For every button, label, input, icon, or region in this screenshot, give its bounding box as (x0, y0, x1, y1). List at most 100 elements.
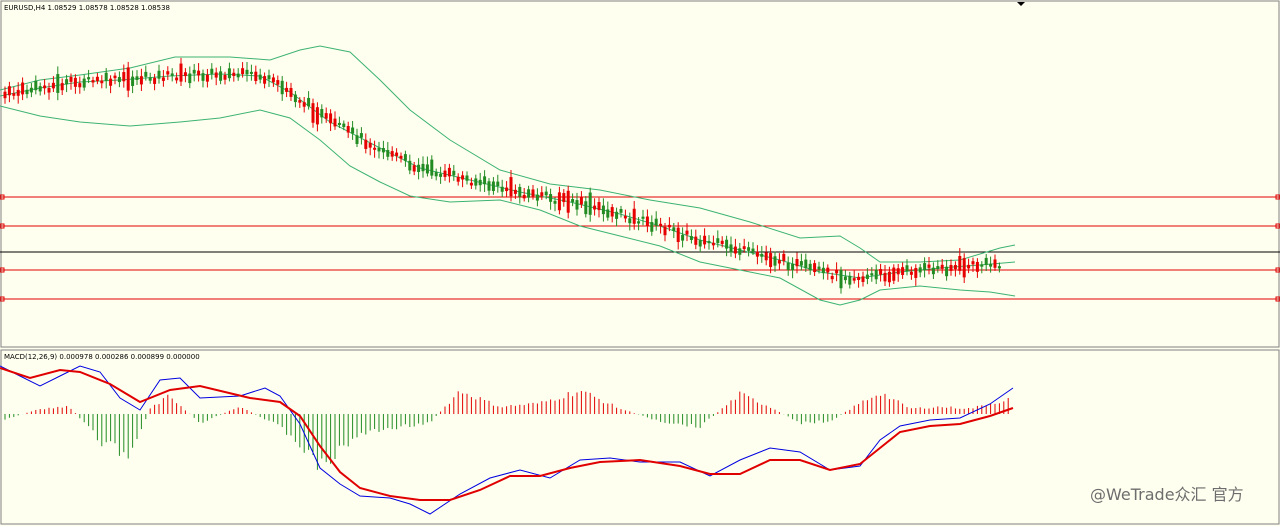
candle-bear (399, 155, 403, 159)
level-handle-left (0, 296, 5, 302)
candle-bull (351, 127, 355, 134)
candle-bear (205, 74, 209, 82)
watermark: @WeTrade众汇 官方 (1090, 485, 1244, 504)
candle-bull (34, 80, 38, 91)
candle-bull (905, 265, 909, 272)
candle-bear (289, 87, 293, 97)
candle-bear (742, 246, 746, 250)
candle-bull (421, 163, 425, 172)
candle-bull (474, 178, 478, 186)
candle-bear (3, 91, 7, 99)
candle-bull (117, 77, 121, 83)
candle-bear (610, 207, 614, 217)
candle-bull (544, 191, 548, 196)
candle-bull (219, 71, 223, 81)
scroll-marker-icon[interactable] (1017, 2, 1025, 6)
candle-bear (557, 192, 561, 211)
level-handle-left (0, 267, 5, 273)
candle-bear (694, 236, 698, 245)
candle-bull (725, 239, 729, 249)
candle-bull (980, 264, 984, 267)
candle-bear (390, 151, 394, 157)
candle-bear (703, 235, 707, 245)
candle-bull (258, 74, 262, 80)
candle-bull (549, 194, 553, 202)
candle-bull (425, 164, 429, 174)
candle-bear (12, 93, 16, 96)
candle-bull (104, 72, 108, 81)
candle-bull (478, 179, 482, 186)
candle-bear (447, 167, 451, 177)
candle-bear (302, 102, 306, 107)
candle-bear (505, 187, 509, 192)
candle-bull (751, 248, 755, 253)
candle-bear (254, 71, 258, 82)
candle-bull (584, 201, 588, 215)
candle-bear (109, 78, 113, 86)
candle-bear (443, 170, 447, 177)
candle-bull (417, 164, 421, 173)
candle-bear (830, 275, 834, 280)
candle-bull (997, 266, 1001, 269)
candle-bear (835, 269, 839, 274)
candle-bull (747, 247, 751, 251)
candle-bear (509, 177, 513, 197)
candle-bull (628, 218, 632, 224)
candle-bull (131, 76, 135, 86)
candle-bear (940, 264, 944, 269)
middle-band (0, 73, 1016, 279)
candle-bear (60, 83, 64, 91)
candle-bear (813, 263, 817, 273)
candle-bull (144, 71, 148, 77)
candle-bear (311, 103, 315, 123)
candle-bear (896, 268, 900, 275)
candle-bear (69, 76, 73, 82)
candle-bull (192, 69, 196, 74)
candle-bear (373, 147, 377, 150)
candle-bear (51, 82, 55, 89)
candle-bear (914, 268, 918, 278)
candle-bear (100, 80, 104, 84)
candle-bear (175, 77, 179, 81)
candle-bull (936, 266, 940, 270)
candle-bull (619, 208, 623, 213)
candle-bear (795, 259, 799, 267)
candle-bear (368, 142, 372, 148)
candle-bear (852, 278, 856, 281)
candle-bull (430, 159, 434, 176)
macd-pane-frame (0, 349, 1280, 525)
candle-bear (179, 63, 183, 82)
candle-bull (839, 269, 843, 289)
candle-bull (588, 192, 592, 215)
candle-bull (135, 76, 139, 80)
candle-bear (623, 215, 627, 219)
candle-bull (931, 267, 935, 275)
candle-bear (777, 260, 781, 264)
candle-bull (38, 86, 42, 92)
candle-bull (738, 248, 742, 255)
candle-bull (56, 74, 60, 93)
candle-bear (887, 271, 891, 283)
candle-bull (698, 240, 702, 247)
candle-bull (870, 273, 874, 276)
candle-bear (364, 139, 368, 149)
candle-bull (716, 238, 720, 243)
candle-bear (333, 118, 337, 127)
candle-bear (91, 80, 95, 83)
candle-bull (518, 186, 522, 197)
candle-bear (329, 113, 333, 124)
candle-bull (773, 256, 777, 266)
candle-bull (337, 122, 341, 126)
candle-bull (483, 176, 487, 185)
horizontal-levels[interactable] (0, 194, 1280, 302)
candle-bull (381, 148, 385, 153)
candle-bull (29, 87, 33, 93)
candle-bear (685, 230, 689, 235)
candle-bull (760, 253, 764, 257)
candle-bear (566, 190, 570, 213)
candle-bear (43, 85, 47, 89)
candle-bull (575, 200, 579, 210)
candle-bear (663, 226, 667, 236)
candle-bear (285, 87, 289, 92)
candle-bear (122, 72, 126, 82)
